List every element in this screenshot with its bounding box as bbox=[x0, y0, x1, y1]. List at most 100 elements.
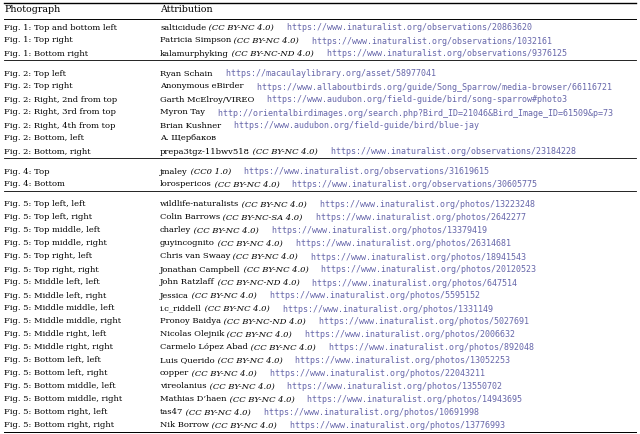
Text: (CC BY-NC 4.0): (CC BY-NC 4.0) bbox=[241, 265, 308, 273]
Text: https://www.inaturalist.org/photos/14943695: https://www.inaturalist.org/photos/14943… bbox=[297, 395, 522, 404]
Text: (CC BY-NC 4.0): (CC BY-NC 4.0) bbox=[214, 356, 282, 364]
Text: https://www.audubon.org/field-guide/bird/song-sparrow#photo3: https://www.audubon.org/field-guide/bird… bbox=[257, 95, 568, 104]
Text: https://www.inaturalist.org/observations/9376125: https://www.inaturalist.org/observations… bbox=[317, 49, 566, 58]
Text: (CC BY-NC 4.0): (CC BY-NC 4.0) bbox=[231, 36, 299, 44]
Text: https://www.inaturalist.org/photos/20120523: https://www.inaturalist.org/photos/20120… bbox=[311, 265, 536, 274]
Text: Fig. 5: Middle middle, left: Fig. 5: Middle middle, left bbox=[4, 304, 115, 312]
Text: (CC BY-NC 4.0): (CC BY-NC 4.0) bbox=[202, 304, 269, 312]
Text: https://www.audubon.org/field-guide/bird/blue-jay: https://www.audubon.org/field-guide/bird… bbox=[224, 121, 479, 130]
Text: Mathias D’haen: Mathias D’haen bbox=[160, 395, 227, 403]
Text: https://www.inaturalist.org/photos/13550702: https://www.inaturalist.org/photos/13550… bbox=[277, 381, 502, 391]
Text: Fig. 5: Middle left, right: Fig. 5: Middle left, right bbox=[4, 291, 106, 299]
Text: Fig. 4: Top: Fig. 4: Top bbox=[4, 167, 49, 175]
Text: (CC BY-NC 4.0): (CC BY-NC 4.0) bbox=[215, 239, 283, 247]
Text: Nik Borrow: Nik Borrow bbox=[160, 421, 209, 428]
Text: Attribution: Attribution bbox=[160, 6, 212, 14]
Text: Fig. 5: Top left, left: Fig. 5: Top left, left bbox=[4, 200, 86, 208]
Text: Carmelo López Abad: Carmelo López Abad bbox=[160, 343, 248, 351]
Text: Pronoy Baidya: Pronoy Baidya bbox=[160, 317, 221, 325]
Text: Fig. 2: Top right: Fig. 2: Top right bbox=[4, 82, 72, 90]
Text: https://www.inaturalist.org/photos/5027691: https://www.inaturalist.org/photos/50276… bbox=[308, 317, 529, 326]
Text: Fig. 5: Bottom right, left: Fig. 5: Bottom right, left bbox=[4, 408, 108, 415]
Text: Fig. 5: Top left, right: Fig. 5: Top left, right bbox=[4, 213, 92, 221]
Text: lorospericos: lorospericos bbox=[160, 180, 212, 188]
Text: jmaley: jmaley bbox=[160, 167, 188, 175]
Text: (CC BY-NC-SA 4.0): (CC BY-NC-SA 4.0) bbox=[220, 213, 303, 221]
Text: Fig. 5: Bottom middle, left: Fig. 5: Bottom middle, left bbox=[4, 381, 116, 390]
Text: Brian Kushner: Brian Kushner bbox=[160, 121, 221, 129]
Text: Garth McElroy/VIREO: Garth McElroy/VIREO bbox=[160, 95, 254, 103]
Text: Fig. 5: Middle left, left: Fig. 5: Middle left, left bbox=[4, 278, 100, 286]
Text: copper: copper bbox=[160, 368, 189, 377]
Text: https://www.inaturalist.org/photos/13052253: https://www.inaturalist.org/photos/13052… bbox=[285, 356, 510, 365]
Text: (CC BY-NC 4.0): (CC BY-NC 4.0) bbox=[248, 343, 316, 351]
Text: https://www.inaturalist.org/photos/2006632: https://www.inaturalist.org/photos/20066… bbox=[295, 330, 515, 339]
Text: Fig. 2: Right, 4th from top: Fig. 2: Right, 4th from top bbox=[4, 121, 115, 129]
Text: Fig. 5: Bottom right, right: Fig. 5: Bottom right, right bbox=[4, 421, 114, 428]
Text: Fig. 1: Top and bottom left: Fig. 1: Top and bottom left bbox=[4, 23, 117, 31]
Text: Anonymous eBirder: Anonymous eBirder bbox=[160, 82, 243, 90]
Text: https://www.inaturalist.org/photos/647514: https://www.inaturalist.org/photos/64751… bbox=[303, 278, 518, 287]
Text: http://orientalbirdimages.org/search.php?Bird_ID=21046&Bird_Image_ID=61509&p=73: http://orientalbirdimages.org/search.php… bbox=[208, 108, 613, 117]
Text: Fig. 1: Bottom right: Fig. 1: Bottom right bbox=[4, 49, 88, 57]
Text: https://www.inaturalist.org/observations/20863620: https://www.inaturalist.org/observations… bbox=[277, 23, 532, 33]
Text: (CC BY-NC 4.0): (CC BY-NC 4.0) bbox=[206, 23, 274, 31]
Text: Chris van Swaay: Chris van Swaay bbox=[160, 252, 230, 260]
Text: (CC0 1.0): (CC0 1.0) bbox=[188, 167, 231, 175]
Text: Fig. 2: Top left: Fig. 2: Top left bbox=[4, 69, 66, 77]
Text: Fig. 5: Middle middle, right: Fig. 5: Middle middle, right bbox=[4, 317, 121, 325]
Text: https://www.inaturalist.org/photos/13223248: https://www.inaturalist.org/photos/13223… bbox=[310, 200, 535, 209]
Text: (CC BY-NC 4.0): (CC BY-NC 4.0) bbox=[207, 381, 275, 390]
Text: https://macaulaylibrary.org/asset/58977041: https://macaulaylibrary.org/asset/589770… bbox=[216, 69, 435, 78]
Text: vireolanius: vireolanius bbox=[160, 381, 207, 390]
Text: kalamurphyking: kalamurphyking bbox=[160, 49, 229, 57]
Text: https://www.allaboutbirds.org/guide/Song_Sparrow/media-browser/66116721: https://www.allaboutbirds.org/guide/Song… bbox=[246, 82, 611, 91]
Text: https://www.inaturalist.org/photos/1331149: https://www.inaturalist.org/photos/13311… bbox=[273, 304, 493, 313]
Text: Jessica: Jessica bbox=[160, 291, 189, 299]
Text: https://www.inaturalist.org/photos/10691998: https://www.inaturalist.org/photos/10691… bbox=[254, 408, 479, 417]
Text: https://www.inaturalist.org/photos/2642277: https://www.inaturalist.org/photos/26422… bbox=[305, 213, 525, 222]
Text: https://www.inaturalist.org/observations/23184228: https://www.inaturalist.org/observations… bbox=[321, 147, 576, 156]
Text: (CC BY-NC 4.0): (CC BY-NC 4.0) bbox=[212, 180, 280, 188]
Text: Fig. 2: Bottom, right: Fig. 2: Bottom, right bbox=[4, 147, 91, 155]
Text: https://www.inaturalist.org/observations/31619615: https://www.inaturalist.org/observations… bbox=[234, 167, 489, 176]
Text: Fig. 1: Top right: Fig. 1: Top right bbox=[4, 36, 73, 44]
Text: Fig. 5: Top right, right: Fig. 5: Top right, right bbox=[4, 265, 99, 273]
Text: Luis Querido: Luis Querido bbox=[160, 356, 214, 364]
Text: https://www.inaturalist.org/photos/13776993: https://www.inaturalist.org/photos/13776… bbox=[280, 421, 505, 430]
Text: (CC BY-NC 4.0): (CC BY-NC 4.0) bbox=[189, 368, 257, 377]
Text: tas47: tas47 bbox=[160, 408, 184, 415]
Text: Fig. 5: Top middle, right: Fig. 5: Top middle, right bbox=[4, 239, 107, 247]
Text: prepa3tgz-11bwv518: prepa3tgz-11bwv518 bbox=[160, 147, 250, 155]
Text: Jonathan Campbell: Jonathan Campbell bbox=[160, 265, 241, 273]
Text: (CC BY-NC 4.0): (CC BY-NC 4.0) bbox=[189, 291, 257, 299]
Text: https://www.inaturalist.org/photos/22043211: https://www.inaturalist.org/photos/22043… bbox=[260, 368, 485, 378]
Text: salticidude: salticidude bbox=[160, 23, 206, 31]
Text: https://www.inaturalist.org/photos/13379419: https://www.inaturalist.org/photos/13379… bbox=[262, 226, 487, 235]
Text: Fig. 5: Bottom middle, right: Fig. 5: Bottom middle, right bbox=[4, 395, 122, 403]
Text: Fig. 5: Top middle, left: Fig. 5: Top middle, left bbox=[4, 226, 100, 234]
Text: Fig. 2: Bottom, left: Fig. 2: Bottom, left bbox=[4, 134, 84, 142]
Text: https://www.inaturalist.org/photos/18941543: https://www.inaturalist.org/photos/18941… bbox=[301, 252, 526, 261]
Text: Colin Barrows: Colin Barrows bbox=[160, 213, 220, 221]
Text: i.c_riddell: i.c_riddell bbox=[160, 304, 202, 312]
Text: A. Щербаков: A. Щербаков bbox=[160, 134, 216, 142]
Text: https://www.inaturalist.org/photos/26314681: https://www.inaturalist.org/photos/26314… bbox=[285, 239, 511, 248]
Text: (CC BY-NC 4.0): (CC BY-NC 4.0) bbox=[230, 252, 298, 260]
Text: (CC BY-NC 4.0): (CC BY-NC 4.0) bbox=[225, 330, 292, 338]
Text: Fig. 2: Right, 2nd from top: Fig. 2: Right, 2nd from top bbox=[4, 95, 117, 103]
Text: guyincognito: guyincognito bbox=[160, 239, 215, 247]
Text: Fig. 5: Bottom left, left: Fig. 5: Bottom left, left bbox=[4, 356, 101, 364]
Text: Fig. 5: Middle right, right: Fig. 5: Middle right, right bbox=[4, 343, 113, 351]
Text: (CC BY-NC-ND 4.0): (CC BY-NC-ND 4.0) bbox=[215, 278, 300, 286]
Text: Fig. 2: Right, 3rd from top: Fig. 2: Right, 3rd from top bbox=[4, 108, 116, 116]
Text: Fig. 5: Bottom left, right: Fig. 5: Bottom left, right bbox=[4, 368, 108, 377]
Text: Nicolas Olejnik: Nicolas Olejnik bbox=[160, 330, 225, 338]
Text: Ryan Schain: Ryan Schain bbox=[160, 69, 212, 77]
Text: Patricia Simpson: Patricia Simpson bbox=[160, 36, 231, 44]
Text: https://www.inaturalist.org/photos/5595152: https://www.inaturalist.org/photos/55951… bbox=[260, 291, 479, 300]
Text: Fig. 5: Top right, left: Fig. 5: Top right, left bbox=[4, 252, 92, 260]
Text: (CC BY-NC 4.0): (CC BY-NC 4.0) bbox=[239, 200, 307, 208]
Text: Photograph: Photograph bbox=[4, 6, 60, 14]
Text: John Ratzlaff: John Ratzlaff bbox=[160, 278, 215, 286]
